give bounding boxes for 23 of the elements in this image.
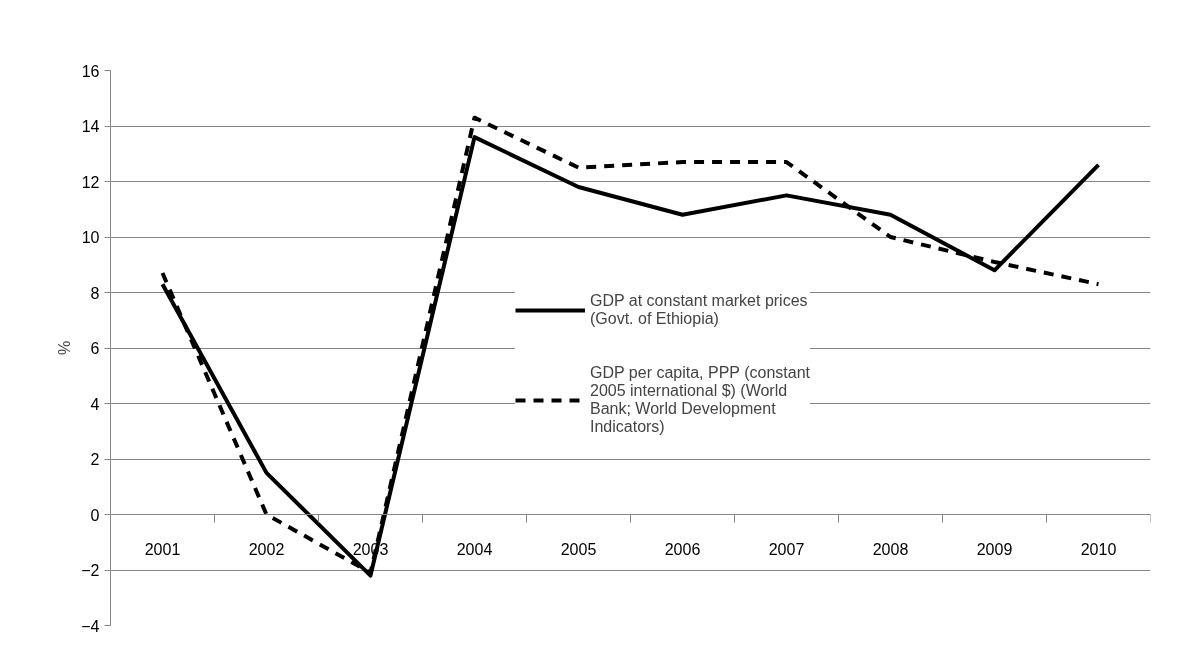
x-tick-label: 2007 (768, 540, 805, 558)
x-tick-label: 2009 (976, 540, 1013, 558)
y-axis-title: % (56, 340, 74, 356)
y-tick-label: 8 (90, 284, 100, 302)
x-tick-label: 2002 (248, 540, 285, 558)
x-tick-label: 2008 (872, 540, 909, 558)
x-tick-label: 2004 (456, 540, 493, 558)
y-tick-label: −4 (81, 617, 100, 635)
y-tick-label: −2 (81, 562, 100, 579)
x-tick-label: 2010 (1080, 540, 1117, 558)
x-tick-label: 2006 (664, 540, 701, 558)
x-tick-label: 2005 (560, 540, 597, 558)
y-tick-label: 14 (81, 118, 100, 135)
x-tick-label: 2001 (144, 540, 181, 558)
y-tick-label: 0 (90, 506, 100, 524)
y-tick-label: 4 (90, 395, 100, 413)
legend-label: GDP at constant market prices (Govt. of Ethiopia) (590, 291, 808, 329)
y-tick-label: 6 (90, 340, 100, 357)
legend-label: GDP per capita, PPP (constant 2005 international $) (World Bank; World Development Indicators) (590, 363, 810, 437)
y-tick-label: 16 (81, 62, 100, 80)
y-tick-label: 12 (81, 173, 100, 191)
y-tick-label: 2 (90, 451, 100, 468)
y-tick-label: 10 (81, 229, 100, 246)
